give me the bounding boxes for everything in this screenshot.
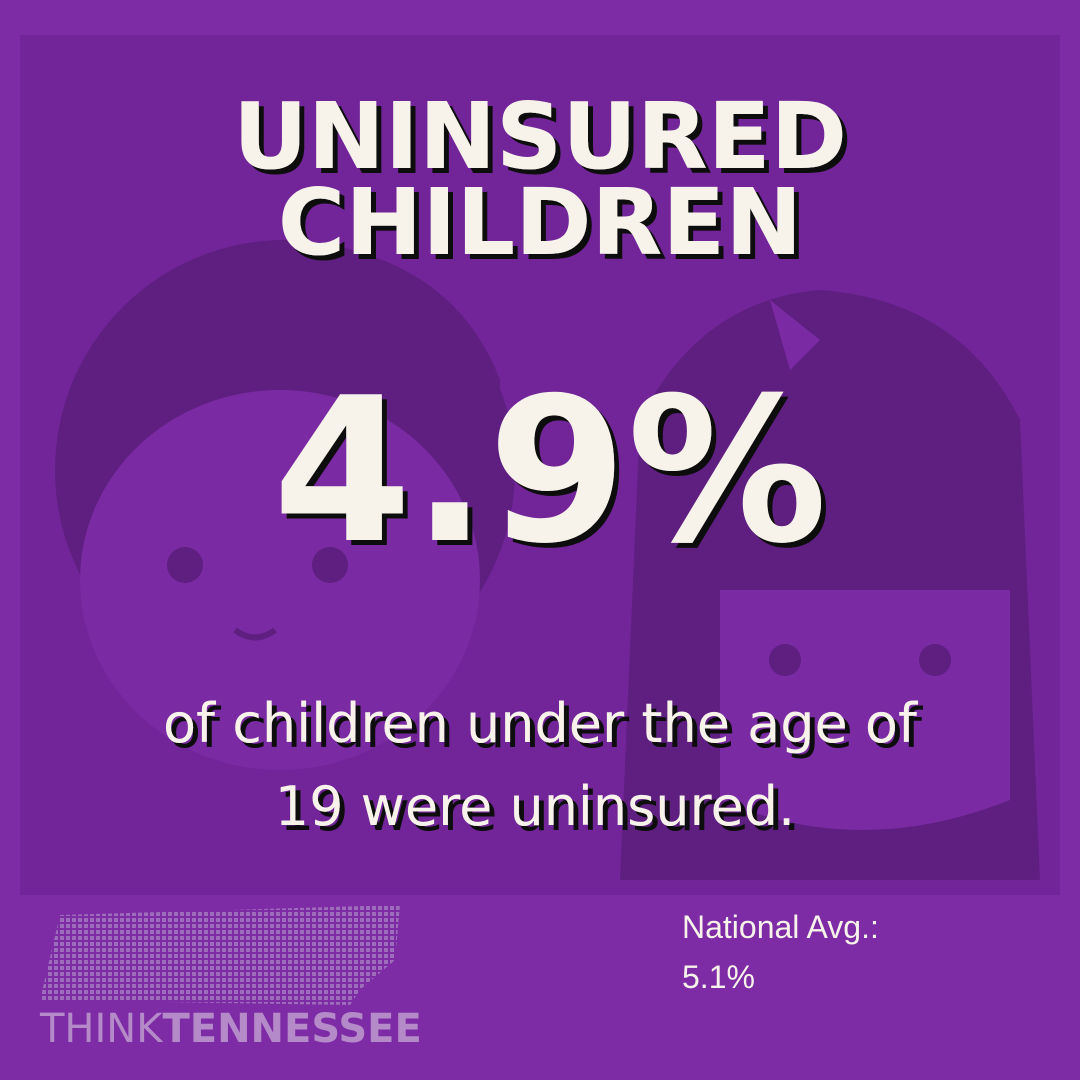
stat-value: 4.9% — [273, 355, 828, 588]
logo-map — [40, 905, 400, 1005]
logo-tennessee: TENNESSEE — [162, 1006, 421, 1052]
title-line: CHILDREN — [278, 169, 802, 276]
national-average-label: National Avg.: — [682, 909, 879, 945]
girl-silhouette — [620, 290, 1040, 880]
logo-text: THINKTENNESSEE — [39, 1006, 422, 1052]
stat-description: of children under the age of — [163, 692, 919, 755]
logo-think: THINK — [39, 1006, 164, 1052]
stat-description: 19 were uninsured. — [275, 775, 795, 838]
boy-silhouette — [55, 240, 515, 770]
title-line: UNINSURED — [233, 83, 847, 190]
national-average-value: 5.1% — [682, 959, 755, 995]
